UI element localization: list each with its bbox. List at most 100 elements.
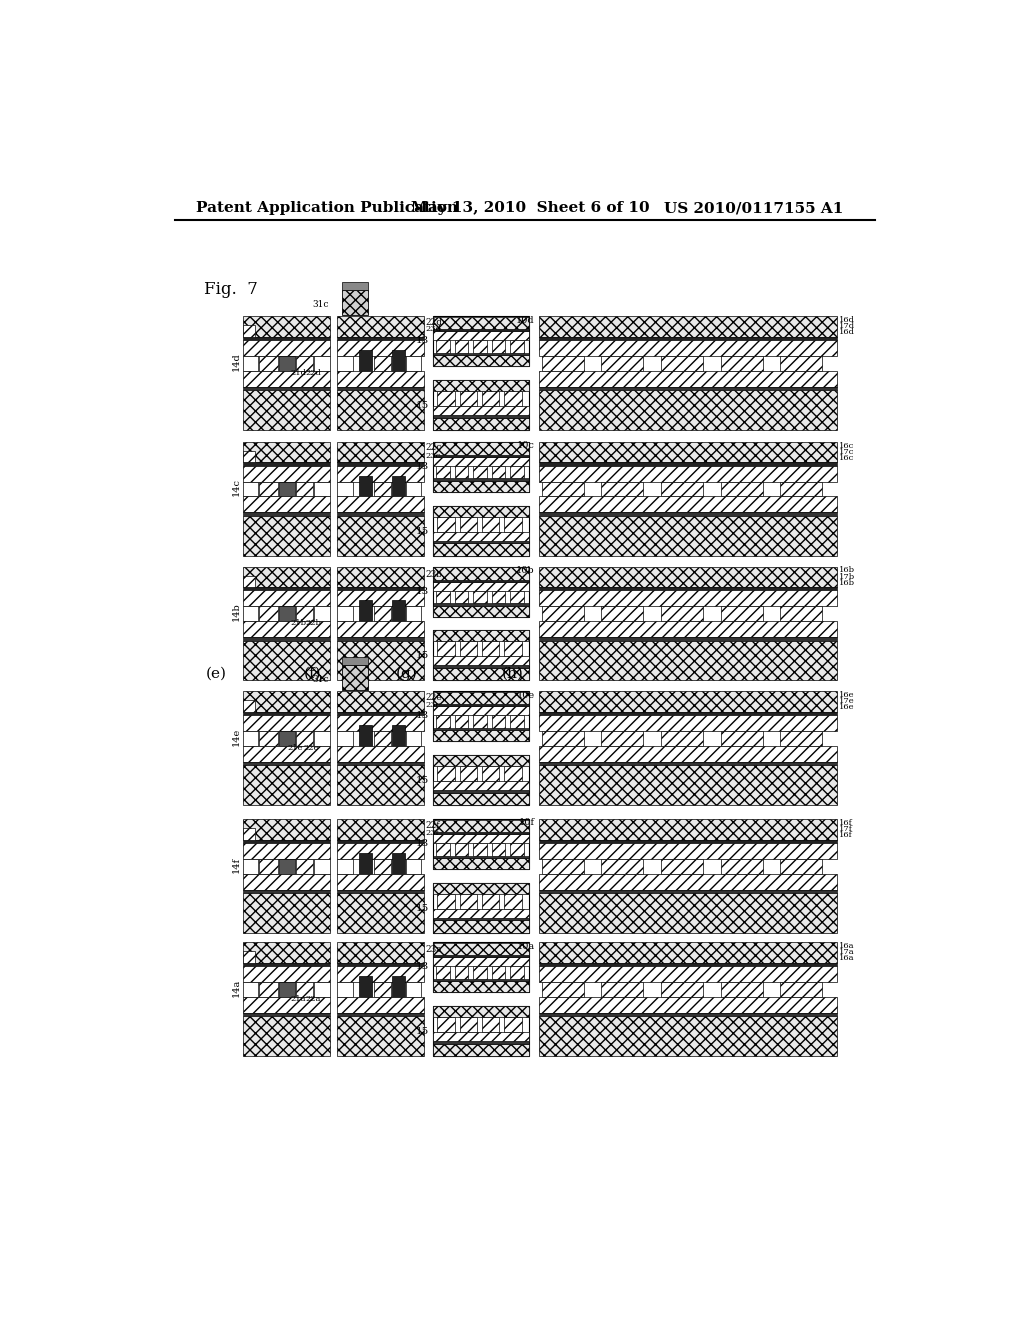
Bar: [243, 746, 330, 762]
Bar: [510, 966, 523, 979]
Text: (e): (e): [206, 667, 227, 681]
Bar: [539, 337, 838, 341]
Text: 14b: 14b: [231, 602, 241, 622]
Bar: [539, 894, 838, 933]
Bar: [337, 840, 424, 843]
Text: 14a: 14a: [231, 978, 241, 997]
Bar: [432, 668, 529, 681]
Bar: [280, 482, 295, 496]
Text: 31c: 31c: [312, 300, 329, 309]
Bar: [455, 715, 468, 727]
Bar: [473, 966, 486, 979]
Bar: [243, 317, 330, 337]
Bar: [492, 715, 505, 727]
Bar: [436, 966, 450, 979]
Bar: [539, 874, 838, 890]
Bar: [539, 638, 838, 640]
Bar: [259, 606, 279, 622]
Bar: [539, 715, 838, 731]
Bar: [243, 890, 330, 894]
Bar: [296, 731, 313, 746]
Bar: [542, 859, 584, 874]
Bar: [243, 391, 330, 430]
Bar: [432, 883, 529, 894]
Bar: [601, 482, 643, 496]
Bar: [504, 516, 521, 532]
Bar: [359, 725, 372, 746]
Bar: [539, 371, 838, 387]
Bar: [601, 982, 643, 997]
Bar: [337, 566, 424, 587]
Text: 13: 13: [416, 337, 429, 346]
Bar: [504, 766, 521, 781]
Text: 23f: 23f: [426, 829, 439, 837]
Bar: [721, 606, 763, 622]
Bar: [432, 603, 529, 606]
Text: 22e: 22e: [426, 693, 442, 702]
Text: 16e: 16e: [840, 704, 855, 711]
Bar: [539, 843, 838, 859]
Text: 15: 15: [416, 904, 429, 913]
Bar: [432, 317, 529, 329]
Bar: [406, 731, 422, 746]
Bar: [280, 356, 295, 371]
Text: Patent Application Publication: Patent Application Publication: [197, 202, 458, 215]
Bar: [243, 692, 330, 711]
Bar: [432, 582, 529, 590]
Bar: [432, 858, 529, 869]
Bar: [539, 640, 838, 681]
Bar: [542, 356, 584, 371]
Bar: [455, 843, 468, 855]
Text: 23a: 23a: [426, 945, 442, 954]
Text: 10f: 10f: [519, 818, 535, 828]
Bar: [432, 506, 529, 516]
Bar: [432, 1032, 529, 1041]
Bar: [432, 532, 529, 541]
Bar: [539, 462, 838, 466]
Bar: [601, 356, 643, 371]
Bar: [539, 818, 838, 840]
Text: 14c: 14c: [231, 478, 241, 496]
Bar: [337, 356, 353, 371]
Bar: [542, 606, 584, 622]
Bar: [437, 516, 455, 532]
Text: 21e: 21e: [288, 744, 303, 752]
Bar: [492, 341, 505, 352]
Text: 16a: 16a: [840, 942, 855, 950]
Text: 21d: 21d: [291, 370, 306, 378]
Bar: [392, 725, 404, 746]
Bar: [432, 568, 529, 579]
Bar: [406, 356, 422, 371]
Bar: [432, 755, 529, 805]
Bar: [436, 590, 450, 603]
Bar: [337, 337, 424, 341]
Text: 10b: 10b: [516, 566, 535, 574]
Bar: [437, 894, 455, 909]
Bar: [721, 731, 763, 746]
Bar: [482, 766, 500, 781]
Bar: [721, 859, 763, 874]
Bar: [432, 656, 529, 665]
Text: 22f: 22f: [426, 821, 440, 830]
Bar: [437, 1018, 455, 1032]
Bar: [337, 997, 424, 1012]
Bar: [539, 766, 838, 805]
Bar: [432, 1006, 529, 1018]
Bar: [432, 665, 529, 668]
Bar: [337, 692, 424, 711]
Bar: [780, 859, 822, 874]
Bar: [460, 1018, 477, 1032]
Text: 14e: 14e: [231, 727, 241, 746]
Bar: [243, 337, 330, 341]
Bar: [662, 731, 702, 746]
Bar: [601, 859, 643, 874]
Bar: [337, 982, 353, 997]
Bar: [460, 642, 477, 656]
Bar: [337, 512, 424, 516]
Bar: [392, 977, 404, 997]
Bar: [432, 1041, 529, 1044]
Bar: [406, 482, 422, 496]
Bar: [314, 482, 330, 496]
Text: Fig.  7: Fig. 7: [204, 281, 258, 298]
Bar: [337, 590, 424, 606]
